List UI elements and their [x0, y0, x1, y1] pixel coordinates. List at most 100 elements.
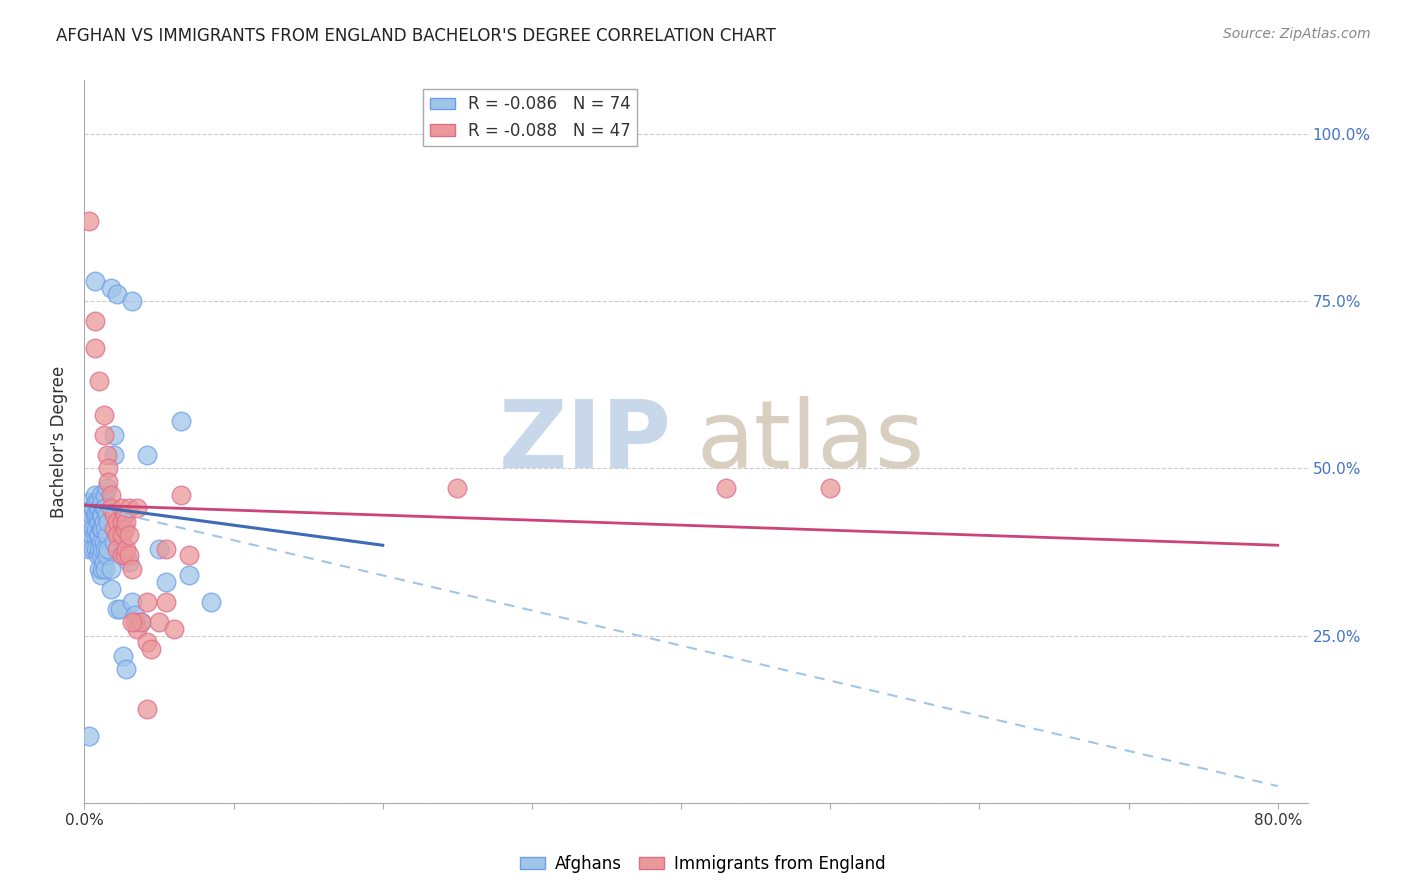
Point	[108, 602, 131, 616]
Point	[87, 508, 110, 523]
Legend: R = -0.086   N = 74, R = -0.088   N = 47: R = -0.086 N = 74, R = -0.088 N = 47	[423, 88, 637, 146]
Point	[163, 622, 186, 636]
Point	[141, 642, 163, 657]
Point	[96, 508, 118, 523]
Point	[87, 494, 110, 508]
Point	[121, 294, 143, 309]
Point	[115, 662, 138, 676]
Point	[89, 562, 111, 576]
Point	[89, 375, 111, 389]
Point	[83, 341, 105, 355]
Point	[84, 521, 107, 535]
Point	[100, 501, 122, 516]
Text: Source: ZipAtlas.com: Source: ZipAtlas.com	[1223, 27, 1371, 41]
Legend: Afghans, Immigrants from England: Afghans, Immigrants from England	[513, 848, 893, 880]
Point	[80, 528, 103, 542]
Point	[112, 648, 135, 663]
Point	[100, 281, 122, 295]
Point	[155, 575, 177, 590]
Point	[94, 501, 117, 516]
Point	[103, 427, 125, 442]
Point	[129, 615, 152, 630]
Point	[89, 528, 111, 542]
Point	[93, 534, 115, 549]
Point	[125, 622, 148, 636]
Point	[105, 287, 128, 301]
Point	[111, 515, 134, 529]
Point	[124, 615, 146, 630]
Point	[93, 408, 115, 422]
Point	[148, 615, 170, 630]
Point	[83, 508, 105, 523]
Point	[97, 515, 120, 529]
Point	[446, 482, 468, 496]
Point	[177, 548, 200, 563]
Point	[118, 555, 141, 569]
Point	[136, 702, 159, 716]
Point	[89, 515, 111, 529]
Point	[105, 541, 128, 556]
Point	[91, 508, 114, 523]
Point	[111, 501, 134, 516]
Point	[94, 521, 117, 535]
Point	[97, 475, 120, 489]
Point	[89, 501, 111, 516]
Point	[111, 548, 134, 563]
Point	[79, 494, 101, 508]
Point	[155, 541, 177, 556]
Point	[93, 427, 115, 442]
Point	[118, 548, 141, 563]
Point	[97, 461, 120, 475]
Point	[115, 515, 138, 529]
Point	[90, 568, 112, 582]
Point	[121, 562, 143, 576]
Point	[100, 562, 122, 576]
Point	[94, 488, 117, 502]
Point	[77, 515, 100, 529]
Y-axis label: Bachelor's Degree: Bachelor's Degree	[51, 366, 69, 517]
Text: ZIP: ZIP	[499, 395, 672, 488]
Point	[96, 448, 118, 462]
Point	[170, 414, 193, 429]
Point	[200, 595, 222, 609]
Point	[129, 615, 152, 630]
Point	[177, 568, 200, 582]
Point	[94, 541, 117, 556]
Point	[93, 501, 115, 516]
Point	[714, 482, 737, 496]
Point	[84, 508, 107, 523]
Point	[96, 548, 118, 563]
Point	[121, 615, 143, 630]
Point	[87, 548, 110, 563]
Point	[105, 602, 128, 616]
Point	[136, 635, 159, 649]
Point	[114, 521, 136, 535]
Point	[136, 595, 159, 609]
Point	[96, 528, 118, 542]
Point	[90, 548, 112, 563]
Point	[103, 521, 125, 535]
Text: atlas: atlas	[696, 395, 924, 488]
Point	[105, 515, 128, 529]
Point	[111, 528, 134, 542]
Point	[90, 508, 112, 523]
Point	[83, 314, 105, 328]
Point	[91, 521, 114, 535]
Point	[90, 488, 112, 502]
Point	[90, 521, 112, 535]
Point	[77, 541, 100, 556]
Point	[115, 541, 138, 556]
Point	[121, 595, 143, 609]
Point	[77, 729, 100, 743]
Point	[103, 508, 125, 523]
Point	[83, 274, 105, 288]
Point	[83, 528, 105, 542]
Point	[96, 482, 118, 496]
Point	[125, 501, 148, 516]
Point	[105, 528, 128, 542]
Point	[100, 488, 122, 502]
Point	[89, 541, 111, 556]
Point	[91, 562, 114, 576]
Point	[94, 562, 117, 576]
Point	[91, 541, 114, 556]
